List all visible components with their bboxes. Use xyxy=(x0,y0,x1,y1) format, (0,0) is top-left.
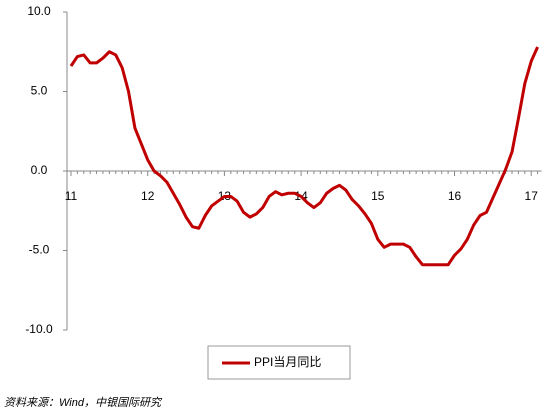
y-tick-label: 0.0 xyxy=(31,163,48,177)
x-tick-label: 16 xyxy=(448,189,462,203)
legend-box xyxy=(207,345,351,380)
x-tick-label: 17 xyxy=(525,189,539,203)
y-tick-label: 10.0 xyxy=(27,4,51,18)
y-tick-label: -10.0 xyxy=(25,322,53,336)
y-tick-label: 5.0 xyxy=(31,84,48,98)
y-tick-label: -5.0 xyxy=(29,243,50,257)
data-line xyxy=(69,46,539,267)
x-tick-label: 11 xyxy=(65,189,78,203)
legend-label: PPI当月同比 xyxy=(254,355,321,369)
x-tick-label: 15 xyxy=(371,189,385,203)
x-tick-label: 12 xyxy=(141,189,155,203)
source-note: 资料来源：Wind，中银国际研究 xyxy=(4,396,163,409)
